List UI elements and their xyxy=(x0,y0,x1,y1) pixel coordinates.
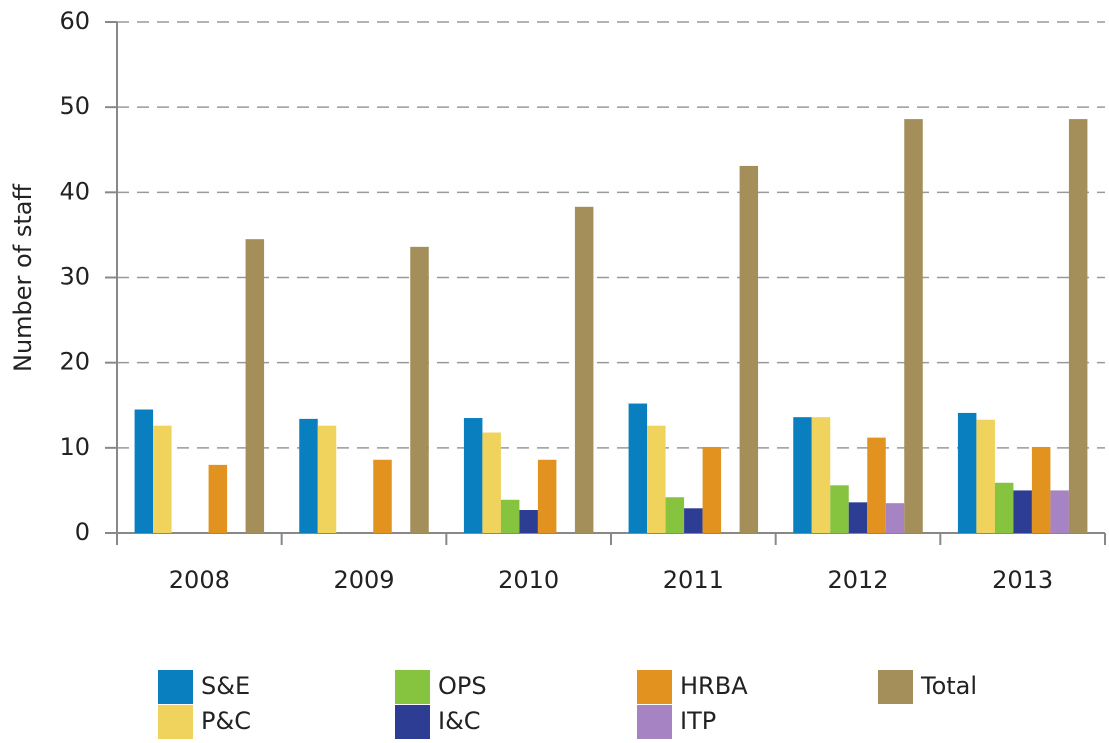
bar xyxy=(904,119,923,533)
y-tick-label: 20 xyxy=(59,348,90,376)
bar xyxy=(811,417,831,533)
legend-swatch xyxy=(637,705,672,739)
bar xyxy=(500,499,520,533)
bar xyxy=(647,425,666,533)
legend-label: I&C xyxy=(438,707,481,735)
bar xyxy=(957,412,977,533)
bar xyxy=(793,417,812,533)
legend-label: P&C xyxy=(201,707,251,735)
bar xyxy=(867,437,886,533)
y-tick-label: 30 xyxy=(59,263,90,291)
bar xyxy=(1050,490,1069,533)
legend-swatch xyxy=(637,670,672,704)
bar xyxy=(299,418,318,533)
bar xyxy=(519,510,538,533)
bar xyxy=(482,432,501,533)
bar xyxy=(976,419,995,533)
bar xyxy=(994,482,1014,533)
bar xyxy=(410,246,429,533)
legend-swatch xyxy=(395,670,430,704)
bar xyxy=(208,464,228,533)
bar xyxy=(153,425,172,533)
y-tick-label: 50 xyxy=(59,92,90,120)
bar xyxy=(373,459,392,533)
legend-label: HRBA xyxy=(680,672,748,700)
legend-swatch xyxy=(878,670,913,704)
bar xyxy=(702,446,722,533)
bar xyxy=(134,409,154,533)
y-tick-label: 60 xyxy=(59,7,90,35)
y-tick-label: 40 xyxy=(59,177,90,205)
legend-label: Total xyxy=(920,672,977,700)
x-tick-label: 2011 xyxy=(663,566,724,594)
bar xyxy=(885,503,905,533)
y-tick-label: 10 xyxy=(59,433,90,461)
legend-swatch xyxy=(158,670,193,704)
legend-swatch xyxy=(158,705,193,739)
legend-label: OPS xyxy=(438,672,487,700)
x-tick-label: 2013 xyxy=(992,566,1053,594)
bar xyxy=(830,485,849,533)
bar xyxy=(628,403,648,533)
legend-swatch xyxy=(395,705,430,739)
x-tick-label: 2008 xyxy=(169,566,230,594)
bar xyxy=(1031,446,1051,533)
legend-label: S&E xyxy=(201,672,250,700)
legend-label: ITP xyxy=(680,707,716,735)
bar xyxy=(463,418,483,533)
bar xyxy=(684,508,703,533)
bar xyxy=(848,502,868,533)
bar xyxy=(317,425,337,533)
y-axis-label: Number of staff xyxy=(9,184,37,372)
bar xyxy=(665,497,685,533)
bar xyxy=(574,206,594,534)
bar xyxy=(537,459,557,533)
x-tick-label: 2010 xyxy=(498,566,559,594)
y-tick-label: 0 xyxy=(75,518,90,546)
x-tick-label: 2009 xyxy=(333,566,394,594)
bar xyxy=(1068,119,1088,533)
bar xyxy=(245,239,265,534)
bar xyxy=(1013,490,1032,533)
bar xyxy=(739,165,759,533)
x-tick-label: 2012 xyxy=(827,566,888,594)
